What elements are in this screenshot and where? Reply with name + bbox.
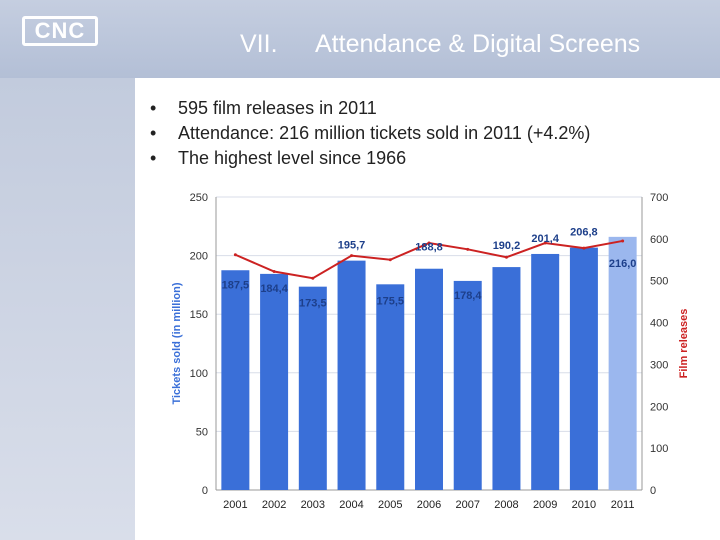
- bullet-list: • 595 film releases in 2011 • Attendance: …: [150, 96, 590, 171]
- y-tick-label: 0: [202, 485, 208, 497]
- bar-value-label: 201,4: [531, 233, 559, 245]
- bar-value-label: 216,0: [609, 258, 637, 270]
- x-tick-label: 2010: [572, 499, 596, 511]
- y-axis-title: Tickets sold (in million): [171, 282, 183, 404]
- line-point: [350, 254, 354, 258]
- x-tick-label: 2002: [262, 499, 286, 511]
- attendance-chart: 0 50 100 150 200 250 0 100 200 300 400 500 600 700 187…: [171, 192, 690, 511]
- x-tick-label: 2007: [455, 499, 479, 511]
- bar: [569, 247, 598, 490]
- bar: [531, 253, 560, 490]
- bar-value-label: 178,4: [454, 290, 482, 302]
- x-tick-label: 2005: [378, 499, 402, 511]
- line-point: [466, 247, 470, 251]
- bar-value-label: 188,8: [415, 242, 443, 254]
- bar-value-label: 173,5: [299, 298, 327, 310]
- line-point: [621, 239, 625, 243]
- bar: [221, 270, 250, 490]
- bar: [337, 260, 366, 490]
- line-point: [504, 255, 508, 259]
- y-tick-label: 50: [196, 426, 208, 438]
- line-point: [543, 241, 547, 245]
- bar-value-label: 190,2: [493, 240, 521, 252]
- y-tick-label: 200: [190, 251, 208, 263]
- x-tick-label: 2009: [533, 499, 557, 511]
- y2-tick-label: 200: [650, 401, 668, 413]
- left-decorative-band: [0, 78, 135, 540]
- section-number: VII.: [240, 30, 278, 58]
- y2-axis-title: Film releases: [678, 309, 690, 379]
- line-point: [582, 246, 586, 250]
- y-tick-label: 100: [190, 368, 208, 380]
- x-tick-label: 2003: [301, 499, 325, 511]
- bar: [492, 267, 521, 490]
- line-point: [233, 253, 237, 257]
- x-tick-label: 2004: [339, 499, 363, 511]
- bullet-item: • 595 film releases in 2011: [150, 98, 377, 118]
- y2-tick-label: 700: [650, 192, 668, 204]
- line-point: [388, 258, 392, 262]
- cnc-logo: CNC: [22, 16, 98, 46]
- bar: [260, 273, 289, 490]
- x-tick-label: 2001: [223, 499, 247, 511]
- x-tick-label: 2006: [417, 499, 441, 511]
- bar-value-label: 187,5: [222, 279, 250, 291]
- y2-tick-label: 600: [650, 234, 668, 246]
- bar: [415, 268, 443, 490]
- y2-tick-label: 0: [650, 485, 656, 497]
- bar: [376, 284, 405, 490]
- x-tick-label: 2008: [494, 499, 518, 511]
- bar-value-label: 175,5: [377, 295, 405, 307]
- x-tick-label: 2011: [611, 499, 635, 511]
- bar: [608, 236, 637, 490]
- y2-tick-label: 500: [650, 276, 668, 288]
- y-tick-label: 150: [190, 309, 208, 321]
- line-point: [427, 241, 431, 245]
- bar-value-label: 195,7: [338, 240, 366, 252]
- bullet-item: • Attendance: 216 million tickets sold in…: [150, 123, 591, 143]
- bar-value-label: 206,8: [570, 227, 598, 239]
- y2-tick-label: 300: [650, 359, 668, 371]
- bar: [298, 286, 327, 490]
- y-tick-label: 250: [190, 192, 208, 204]
- y2-tick-label: 400: [650, 318, 668, 330]
- line-point: [272, 270, 276, 274]
- line-point: [311, 276, 315, 280]
- bar-value-label: 184,4: [260, 283, 288, 295]
- y2-tick-label: 100: [650, 443, 668, 455]
- page-title: Attendance & Digital Screens: [315, 30, 641, 58]
- header-band: CNC VII. Attendance & Digital Screens: [0, 0, 720, 78]
- bar: [453, 280, 482, 490]
- bullet-item: • The highest level since 1966: [150, 148, 407, 168]
